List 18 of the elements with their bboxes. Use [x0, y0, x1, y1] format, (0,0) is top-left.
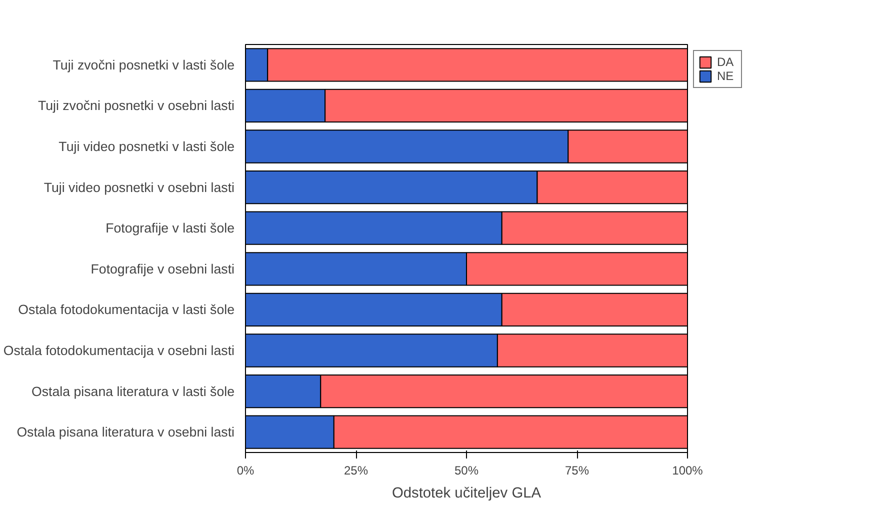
y-tick-label: Tuji zvočni posnetki v osebni lasti — [38, 98, 235, 114]
x-tick-label: 100% — [672, 464, 704, 478]
y-tick-label: Fotografije v osebni lasti — [90, 261, 235, 276]
y-tick-label: Ostala pisana literatura v lasti šole — [32, 384, 235, 399]
legend-label: DA — [717, 55, 735, 69]
legend-label: NE — [717, 69, 735, 83]
y-tick-label: Ostala fotodokumentacija v osebni lasti — [3, 343, 235, 358]
y-tick-label: Ostala pisana literatura v osebni lasti — [16, 424, 235, 440]
y-tick-label: Tuji video posnetki v osebni lasti — [44, 180, 235, 195]
x-tick-label: 75% — [564, 464, 590, 478]
x-tick-label: 25% — [344, 464, 368, 478]
y-tick-label: Ostala fotodokumentacija v lasti šole — [18, 302, 235, 318]
x-axis-title: Odstotek učiteljev GLA — [392, 486, 542, 502]
x-tick-label: 0% — [236, 464, 254, 478]
x-tick-label: 50% — [454, 464, 479, 478]
y-tick-label: Tuji video posnetki v lasti šole — [58, 139, 235, 154]
y-tick-label: Tuji zvočni posnetki v lasti šole — [52, 57, 234, 72]
y-tick-label: Fotografije v lasti šole — [106, 220, 235, 236]
